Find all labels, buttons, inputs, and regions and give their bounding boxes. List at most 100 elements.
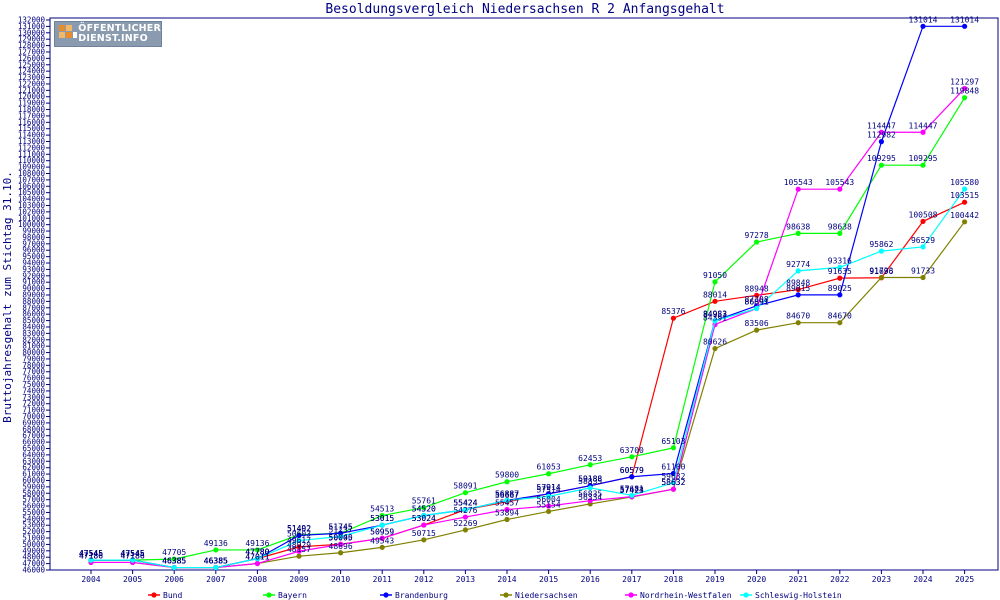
data-label: 46385: [204, 557, 228, 566]
y-tick-label: 122000: [18, 79, 46, 88]
x-tick-label: 2004: [81, 575, 100, 584]
y-tick-label: 56000: [22, 502, 45, 511]
y-tick-label: 68000: [22, 425, 45, 434]
y-tick-label: 94000: [22, 259, 45, 268]
data-label: 96529: [911, 236, 935, 245]
x-tick-label: 2023: [872, 575, 891, 584]
data-label: 62453: [578, 454, 602, 463]
x-tick-label: 2005: [123, 575, 142, 584]
data-point: [670, 480, 677, 486]
data-label: 47186: [79, 551, 103, 560]
y-tick-label: 117000: [18, 111, 46, 120]
data-label: 98638: [786, 222, 810, 231]
data-point: [504, 516, 510, 523]
y-tick-label: 75000: [22, 380, 45, 389]
y-tick-label: 62000: [22, 463, 45, 472]
data-point: [712, 298, 718, 304]
data-label: 56334: [578, 493, 602, 502]
data-label: 47011: [245, 553, 269, 562]
data-label: 53894: [495, 509, 519, 518]
data-label: 46385: [204, 557, 228, 566]
legend-label: Schleswig-Holstein: [755, 591, 842, 600]
data-label: 114447: [867, 121, 896, 130]
y-tick-label: 49000: [22, 546, 45, 555]
legend-label: Bund: [163, 591, 182, 600]
y-tick-label: 66000: [22, 438, 45, 447]
x-tick-label: 2010: [331, 575, 350, 584]
y-tick-label: 128000: [18, 41, 46, 50]
logo-line-1: ÖFFENTLICHER: [78, 23, 161, 34]
data-label: 47705: [162, 548, 186, 557]
y-tick-label: 74000: [22, 386, 45, 395]
data-point: [421, 537, 427, 543]
x-axis: 2004 2005 2006 2007 2008 2009 2010 2011 2012 2013…: [81, 570, 974, 584]
legend-label: Nordrhein-Westfalen: [640, 591, 732, 600]
x-tick-label: 2017: [622, 575, 641, 584]
data-point: [754, 327, 760, 333]
data-label: 47545: [121, 549, 145, 558]
data-point: [878, 139, 885, 145]
data-point: [587, 485, 593, 491]
data-label: 58835: [578, 477, 602, 486]
data-label: 58091: [453, 482, 477, 491]
data-label: 48696: [329, 542, 353, 551]
data-point: [546, 493, 552, 499]
data-point: [754, 239, 760, 245]
y-tick-label: 51000: [22, 534, 45, 543]
data-label: 86891: [745, 297, 769, 306]
data-point: [920, 244, 926, 250]
x-tick-label: 2014: [497, 575, 516, 584]
data-point: [130, 557, 136, 563]
data-label: 49617: [287, 536, 311, 545]
data-label: 121297: [950, 77, 979, 86]
y-tick-label: 91000: [22, 278, 45, 287]
legend-swatch-marker: [743, 592, 749, 598]
data-label: 54513: [370, 505, 394, 514]
data-label: 47186: [79, 551, 103, 560]
data-label: 57681: [620, 484, 644, 493]
data-point: [296, 553, 302, 559]
plot-area: [49, 17, 999, 571]
data-label: 50603: [287, 530, 311, 539]
data-point: [629, 454, 635, 460]
y-tick-label: 92000: [22, 271, 45, 280]
data-label: 55424: [453, 499, 477, 508]
data-point: [878, 162, 885, 168]
data-label: 98638: [828, 222, 852, 231]
data-label: 47545: [121, 549, 145, 558]
data-point: [546, 471, 552, 477]
data-label: 88948: [745, 284, 769, 293]
data-label: 89848: [786, 279, 810, 288]
logo-icon: [59, 25, 77, 43]
data-label: 58632: [661, 478, 685, 487]
y-tick-label: 57000: [22, 495, 45, 504]
x-tick-label: 2011: [373, 575, 392, 584]
legend: Bund Bayern Brandenburg Niedersachsen Nordrh…: [148, 591, 842, 600]
legend-swatch-marker: [266, 592, 272, 598]
legend-label: Bayern: [278, 591, 307, 600]
data-label: 52269: [453, 519, 477, 528]
series-line: [91, 25, 965, 569]
y-tick-label: 72000: [22, 399, 45, 408]
data-point: [462, 507, 468, 513]
data-label: 57474: [620, 486, 644, 495]
data-point: [254, 560, 260, 567]
x-tick-label: 2022: [830, 575, 849, 584]
data-label: 58632: [661, 478, 685, 487]
data-label: 59188: [578, 475, 602, 484]
data-label: 85376: [661, 307, 685, 316]
data-label: 49543: [370, 536, 394, 545]
y-tick-label: 96000: [22, 246, 45, 255]
y-tick-label: 132000: [18, 16, 46, 25]
y-tick-label: 83000: [22, 329, 45, 338]
data-label: 103515: [950, 191, 979, 200]
y-tick-label: 100000: [18, 220, 46, 229]
data-label: 65103: [661, 437, 685, 446]
data-point: [296, 544, 302, 550]
series-line: [91, 88, 966, 569]
data-point: [962, 219, 968, 225]
x-tick-label: 2021: [789, 575, 808, 584]
y-tick-label: 80000: [22, 348, 45, 357]
data-point: [379, 512, 385, 519]
data-label: 46385: [162, 557, 186, 566]
